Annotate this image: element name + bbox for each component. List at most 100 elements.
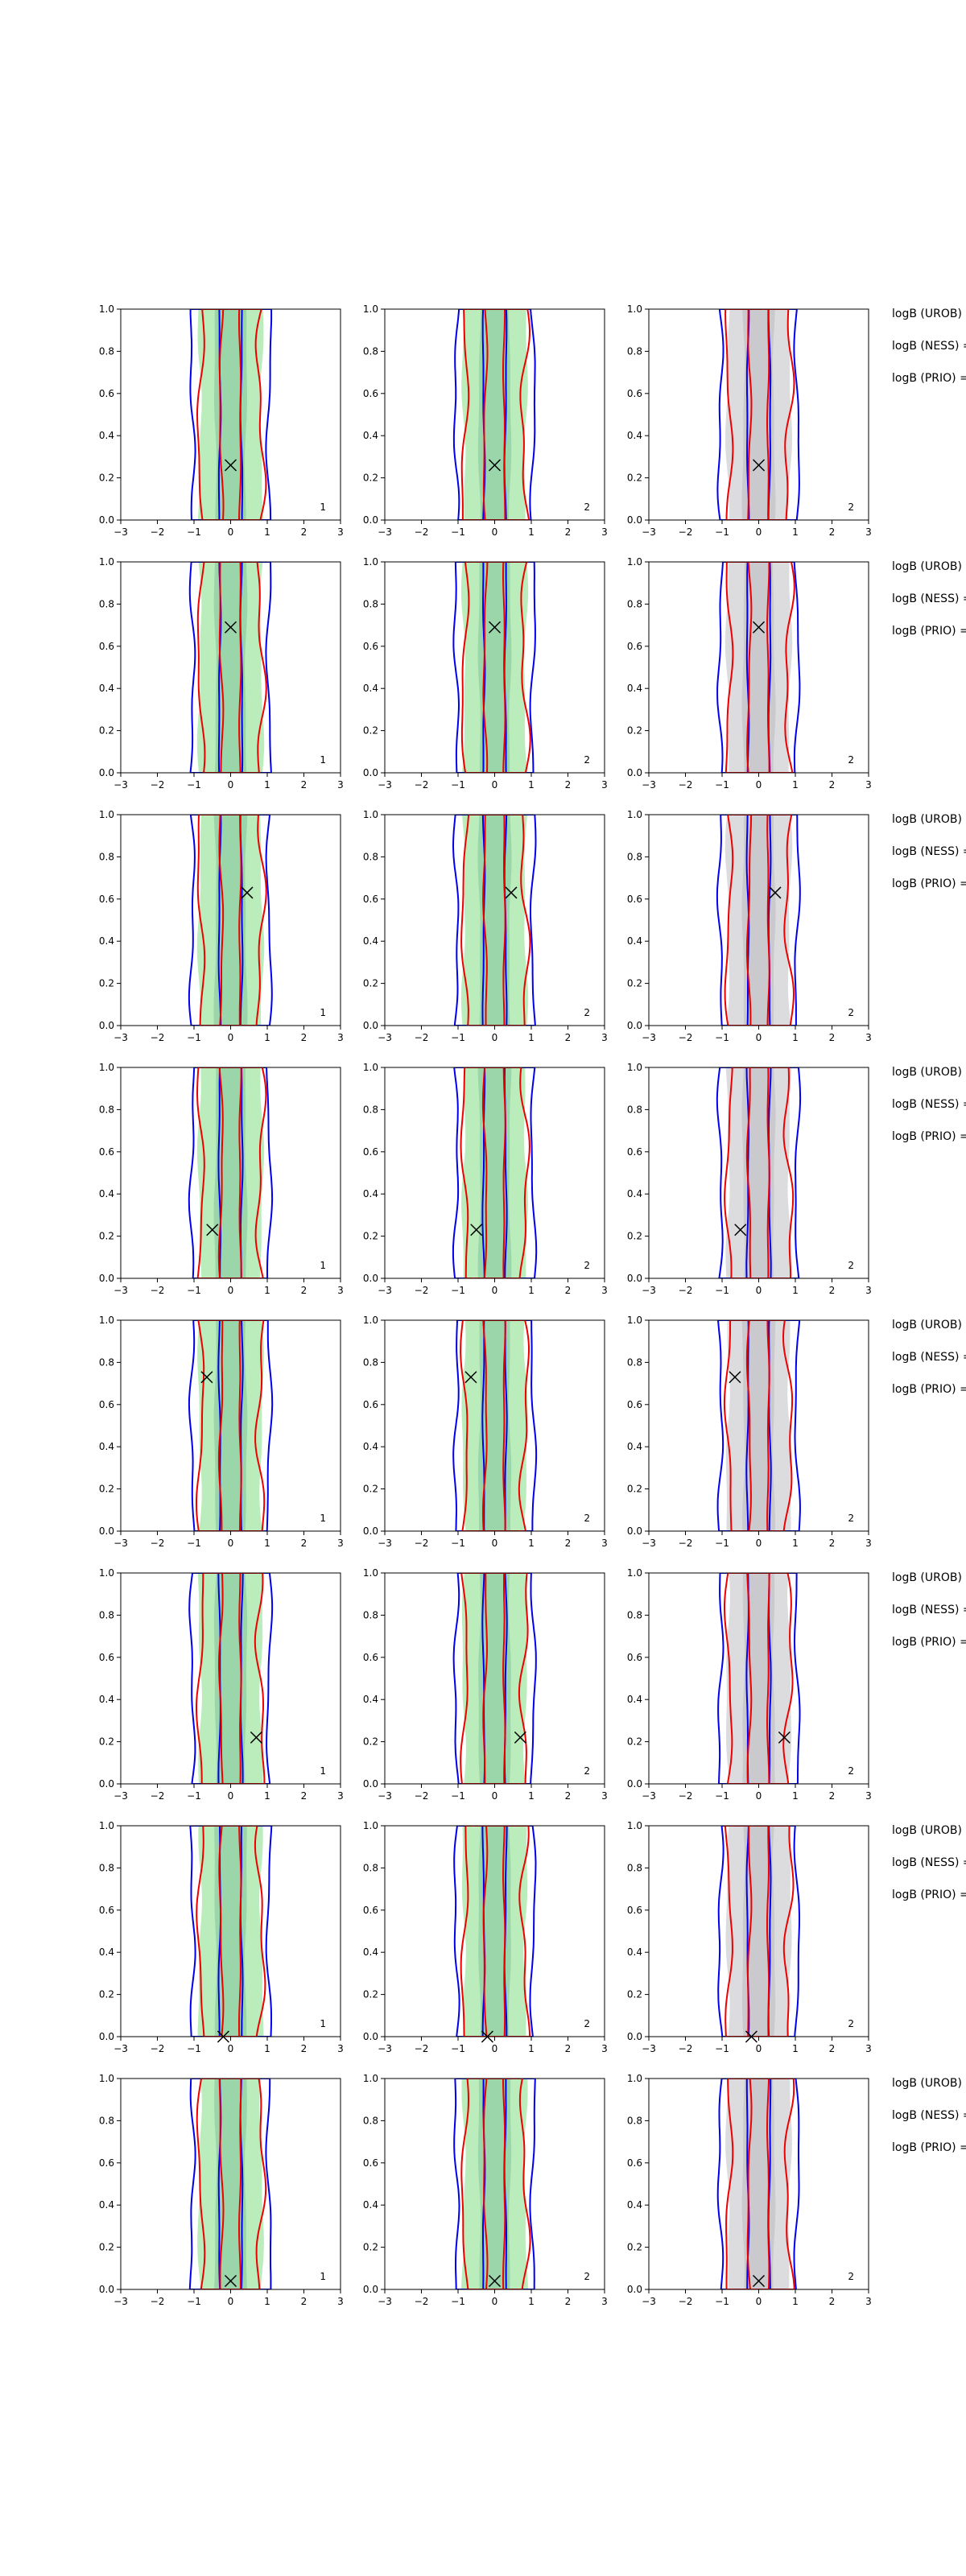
red-contour-outer (196, 1826, 266, 2037)
x-tick-label: 0 (492, 1538, 498, 1549)
panel-r4-c2: −3 −2 −1 0 1 2 3 0.0 0.2 0.4 0.6 0.8 1.0 2 (363, 1062, 608, 1296)
y-tick-label: 1.0 (99, 556, 114, 568)
marker-x (217, 2030, 229, 2043)
y-tick-label: 0.8 (99, 2115, 114, 2126)
y-tick-label: 1.0 (627, 2073, 642, 2084)
red-contour-outer (724, 815, 795, 1026)
y-tick-label: 0.8 (627, 598, 642, 609)
x-tick-label: 2 (565, 2296, 572, 2307)
red-contour-inner (218, 1573, 242, 1784)
red-contour-outer (724, 1573, 794, 1784)
x-tick-label: 3 (601, 2043, 608, 2054)
y-tick-label: 0.6 (99, 894, 114, 905)
y-tick-label: 0.2 (627, 473, 642, 484)
x-tick-label: −1 (187, 1538, 201, 1549)
x-tick-label: 1 (264, 2296, 270, 2307)
corner-label: 1 (320, 502, 326, 513)
x-tick-label: 3 (601, 2296, 608, 2307)
y-tick-label: 0.6 (99, 641, 114, 652)
corner-label: 1 (320, 1765, 326, 1777)
corner-label: 1 (320, 1260, 326, 1271)
y-tick-label: 0.6 (363, 1652, 378, 1663)
y-tick-label: 0.4 (627, 1946, 642, 1958)
y-tick-label: 0.8 (363, 598, 378, 609)
y-tick-label: 0.6 (99, 388, 114, 399)
y-tick-label: 0.6 (99, 1399, 114, 1410)
x-tick-label: 0 (492, 1032, 498, 1043)
y-tick-label: 0.4 (363, 1441, 378, 1452)
red-contour-outer (196, 309, 267, 520)
red-contour-inner (482, 815, 506, 1026)
y-tick-label: 0.2 (627, 2242, 642, 2253)
x-tick-label: 2 (301, 1285, 308, 1296)
y-tick-label: 1.0 (627, 809, 642, 820)
x-tick-label: −3 (642, 1285, 656, 1296)
blue-contour-outer (188, 2079, 272, 2289)
side-label: logB (NESS) = (892, 1604, 966, 1616)
x-tick-label: 3 (337, 526, 344, 538)
side-label: logB (NESS) = (892, 845, 966, 858)
y-tick-label: 1.0 (99, 1315, 114, 1326)
y-tick-label: 1.0 (363, 1062, 378, 1073)
y-tick-label: 0.6 (99, 2157, 114, 2169)
marker-x (734, 1224, 747, 1236)
red-contour-inner (483, 2079, 506, 2289)
y-tick-label: 1.0 (363, 303, 378, 315)
y-tick-label: 0.8 (99, 1104, 114, 1115)
x-tick-label: 3 (865, 1285, 872, 1296)
x-tick-label: −2 (679, 1032, 693, 1043)
corner-label: 2 (584, 1007, 590, 1018)
y-tick-label: 0.8 (363, 1862, 378, 1873)
y-tick-label: 0.2 (363, 725, 378, 737)
blue-contour-outer (188, 815, 273, 1026)
x-tick-label: −2 (415, 526, 429, 538)
x-tick-label: −3 (114, 1032, 128, 1043)
y-tick-label: 0.4 (99, 683, 114, 694)
panel-r8-c1: −3 −2 −1 0 1 2 3 0.0 0.2 0.4 0.6 0.8 1.0 1 (99, 2073, 344, 2307)
blue-contour-outer (716, 1067, 802, 1278)
side-label: logB (PRIO) = (892, 877, 966, 890)
x-tick-label: 2 (301, 526, 308, 538)
blue-contour-outer (452, 1067, 538, 1278)
corner-label: 2 (848, 754, 854, 766)
x-tick-label: −3 (378, 1285, 392, 1296)
marker-x (488, 459, 502, 472)
y-tick-label: 0.0 (363, 2284, 378, 2295)
blue-contour-outer (452, 1320, 538, 1531)
blue-contour-inner (745, 309, 772, 520)
y-tick-label: 0.8 (363, 2115, 378, 2126)
x-tick-label: 0 (756, 1538, 762, 1549)
y-tick-label: 0.2 (99, 473, 114, 484)
x-tick-label: 2 (565, 526, 572, 538)
y-tick-label: 0.4 (363, 2199, 378, 2211)
y-tick-label: 0.2 (99, 1736, 114, 1748)
x-tick-label: −3 (378, 2043, 392, 2054)
marker-x (241, 886, 254, 899)
x-tick-label: −3 (378, 1538, 392, 1549)
y-tick-label: 0.6 (363, 1399, 378, 1410)
marker-x (206, 1224, 219, 1236)
red-contour-outer (196, 1320, 266, 1531)
x-tick-label: −1 (715, 1032, 729, 1043)
panel-r1-c3: −3 −2 −1 0 1 2 3 0.0 0.2 0.4 0.6 0.8 1.0 2 (627, 303, 872, 538)
blue-contour-outer (453, 2079, 536, 2289)
y-tick-label: 0.6 (363, 388, 378, 399)
marker-x (488, 2274, 502, 2288)
blue-contour-inner (482, 2079, 507, 2289)
x-tick-label: −3 (114, 1285, 128, 1296)
y-tick-label: 0.8 (363, 851, 378, 862)
corner-label: 2 (584, 1765, 590, 1777)
x-tick-label: −1 (715, 779, 729, 791)
corner-label: 2 (584, 2271, 590, 2282)
y-tick-label: 0.0 (99, 1020, 114, 1031)
panel-r3-c3: −3 −2 −1 0 1 2 3 0.0 0.2 0.4 0.6 0.8 1.0 2 (627, 809, 872, 1043)
y-tick-label: 1.0 (627, 303, 642, 315)
blue-contour-inner (481, 815, 508, 1026)
blue-contour-inner (481, 1067, 508, 1278)
marker-x (752, 621, 766, 634)
y-tick-label: 1.0 (99, 1567, 114, 1579)
x-tick-label: −1 (451, 1538, 465, 1549)
panel-r1-c1: −3 −2 −1 0 1 2 3 0.0 0.2 0.4 0.6 0.8 1.0 1 (99, 303, 344, 538)
x-tick-label: −3 (378, 2296, 392, 2307)
